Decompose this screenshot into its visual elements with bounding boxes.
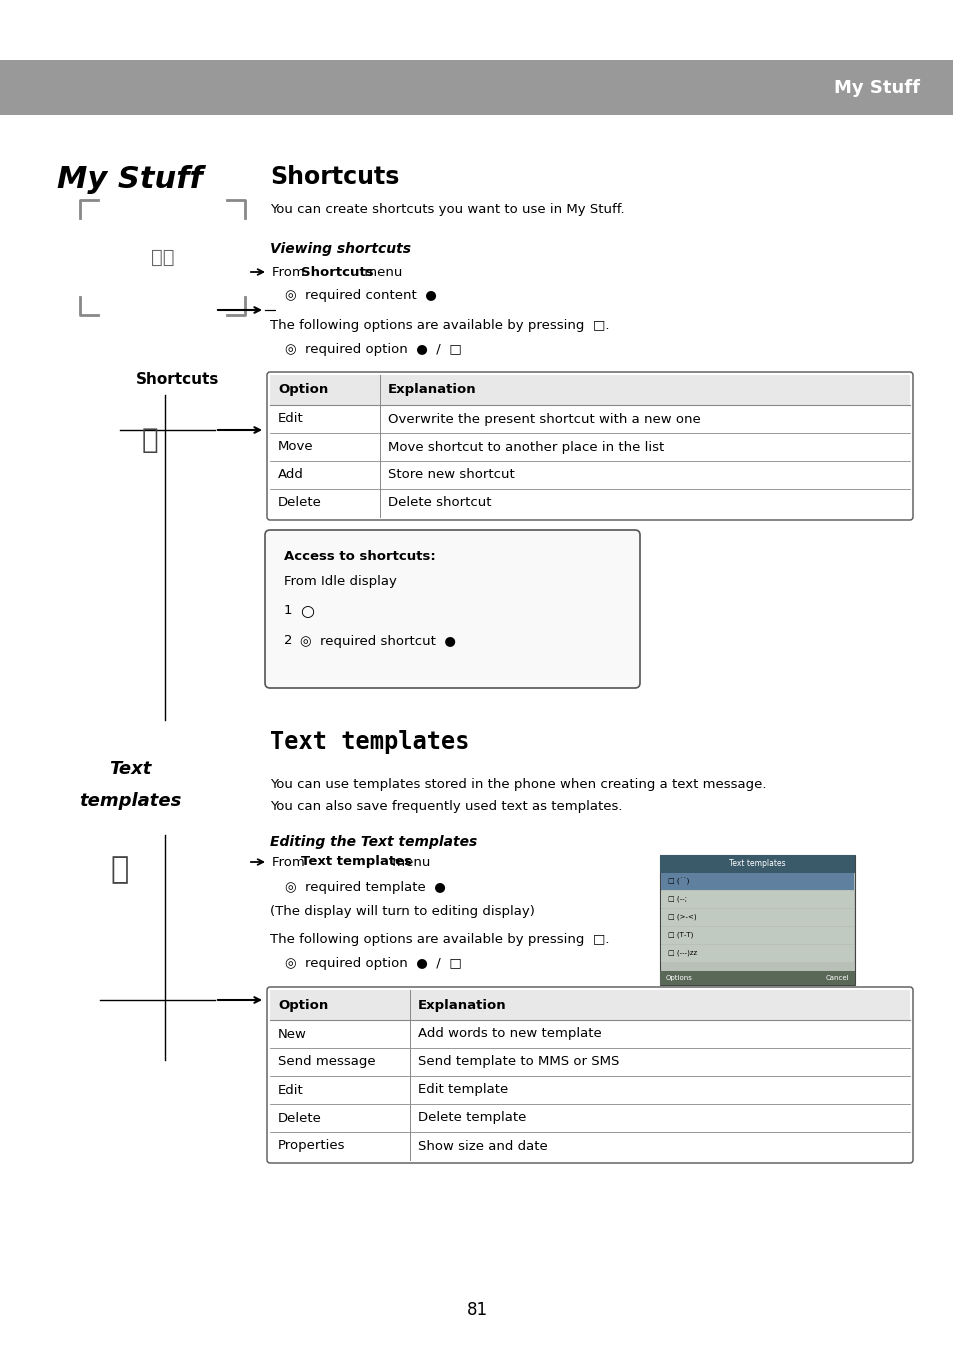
Bar <box>0 59 953 115</box>
Bar <box>659 855 854 985</box>
Text: Store new shortcut: Store new shortcut <box>388 469 515 481</box>
Text: □ (T‑T): □ (T‑T) <box>667 932 693 938</box>
Text: Cancel: Cancel <box>824 975 848 981</box>
Text: Add words to new template: Add words to new template <box>417 1028 601 1040</box>
Bar <box>659 971 854 985</box>
Text: You can create shortcuts you want to use in My Stuff.: You can create shortcuts you want to use… <box>270 203 624 216</box>
Text: Shortcuts: Shortcuts <box>136 373 219 388</box>
Text: □ (>‑<): □ (>‑<) <box>667 913 696 920</box>
Text: Send template to MMS or SMS: Send template to MMS or SMS <box>417 1055 618 1069</box>
Bar <box>660 873 853 890</box>
Text: (The display will turn to editing display): (The display will turn to editing displa… <box>270 905 535 919</box>
Text: Delete template: Delete template <box>417 1112 526 1124</box>
Text: From: From <box>272 266 309 278</box>
Bar <box>660 944 853 962</box>
Text: Viewing shortcuts: Viewing shortcuts <box>270 242 411 255</box>
FancyBboxPatch shape <box>267 988 912 1163</box>
Text: Send message: Send message <box>277 1055 375 1069</box>
Text: □ (-‑;: □ (-‑; <box>667 896 686 902</box>
Bar <box>270 376 909 405</box>
Text: Edit template: Edit template <box>417 1084 508 1097</box>
Text: My Stuff: My Stuff <box>57 165 203 195</box>
Text: 81: 81 <box>466 1301 487 1319</box>
Text: Explanation: Explanation <box>388 384 476 396</box>
Text: ◎  required option  ●  /  □: ◎ required option ● / □ <box>285 343 461 357</box>
Text: Editing the Text templates: Editing the Text templates <box>270 835 476 848</box>
Text: ◎  required option  ●  /  □: ◎ required option ● / □ <box>285 957 461 970</box>
Text: My Stuff: My Stuff <box>833 78 919 97</box>
Text: Show size and date: Show size and date <box>417 1139 547 1152</box>
Text: ◎  required shortcut  ●: ◎ required shortcut ● <box>299 635 456 647</box>
Bar <box>270 990 909 1020</box>
Text: Delete shortcut: Delete shortcut <box>388 497 491 509</box>
Text: Option: Option <box>277 998 328 1012</box>
Text: Overwrite the present shortcut with a new one: Overwrite the present shortcut with a ne… <box>388 412 700 426</box>
Text: The following options are available by pressing  □.: The following options are available by p… <box>270 934 609 947</box>
Text: From: From <box>272 855 309 869</box>
Bar <box>659 855 854 873</box>
Text: Delete: Delete <box>277 1112 321 1124</box>
Text: From Idle display: From Idle display <box>284 574 396 588</box>
Text: You can use templates stored in the phone when creating a text message.: You can use templates stored in the phon… <box>270 778 765 790</box>
Text: Move shortcut to another place in the list: Move shortcut to another place in the li… <box>388 440 663 454</box>
Text: menu: menu <box>359 266 402 278</box>
Text: You can also save frequently used text as templates.: You can also save frequently used text a… <box>270 800 622 813</box>
Text: □ (-‑-)zz: □ (-‑-)zz <box>667 950 697 957</box>
Text: 2: 2 <box>284 635 293 647</box>
FancyBboxPatch shape <box>265 530 639 688</box>
Text: Options: Options <box>665 975 692 981</box>
Text: Move: Move <box>277 440 314 454</box>
Text: templates: templates <box>79 792 181 811</box>
Text: Text templates: Text templates <box>270 730 469 754</box>
Text: Text templates: Text templates <box>301 855 412 869</box>
Text: menu: menu <box>388 855 430 869</box>
Text: Edit: Edit <box>277 1084 303 1097</box>
Text: 🎧: 🎧 <box>142 426 158 454</box>
Text: 📁🎵: 📁🎵 <box>151 249 174 267</box>
Text: 1: 1 <box>284 604 293 617</box>
Text: Delete: Delete <box>277 497 321 509</box>
Text: Access to shortcuts:: Access to shortcuts: <box>284 550 436 563</box>
Bar <box>660 892 853 908</box>
Text: Shortcuts: Shortcuts <box>301 266 374 278</box>
Text: The following options are available by pressing  □.: The following options are available by p… <box>270 319 609 331</box>
Text: 🔨: 🔨 <box>111 855 129 885</box>
Text: □ (˙˙): □ (˙˙) <box>667 877 689 885</box>
Text: Text templates: Text templates <box>728 859 785 869</box>
Text: Text: Text <box>109 761 151 778</box>
Text: Edit: Edit <box>277 412 303 426</box>
Text: Properties: Properties <box>277 1139 345 1152</box>
Text: ◎  required template  ●: ◎ required template ● <box>285 881 445 894</box>
Bar <box>660 909 853 925</box>
Text: Add: Add <box>277 469 304 481</box>
Text: ◎  required content  ●: ◎ required content ● <box>285 289 436 301</box>
Text: Explanation: Explanation <box>417 998 506 1012</box>
Text: New: New <box>277 1028 307 1040</box>
Text: ○: ○ <box>299 604 314 619</box>
Text: Option: Option <box>277 384 328 396</box>
Text: Shortcuts: Shortcuts <box>270 165 399 189</box>
FancyBboxPatch shape <box>267 372 912 520</box>
Bar <box>660 927 853 944</box>
